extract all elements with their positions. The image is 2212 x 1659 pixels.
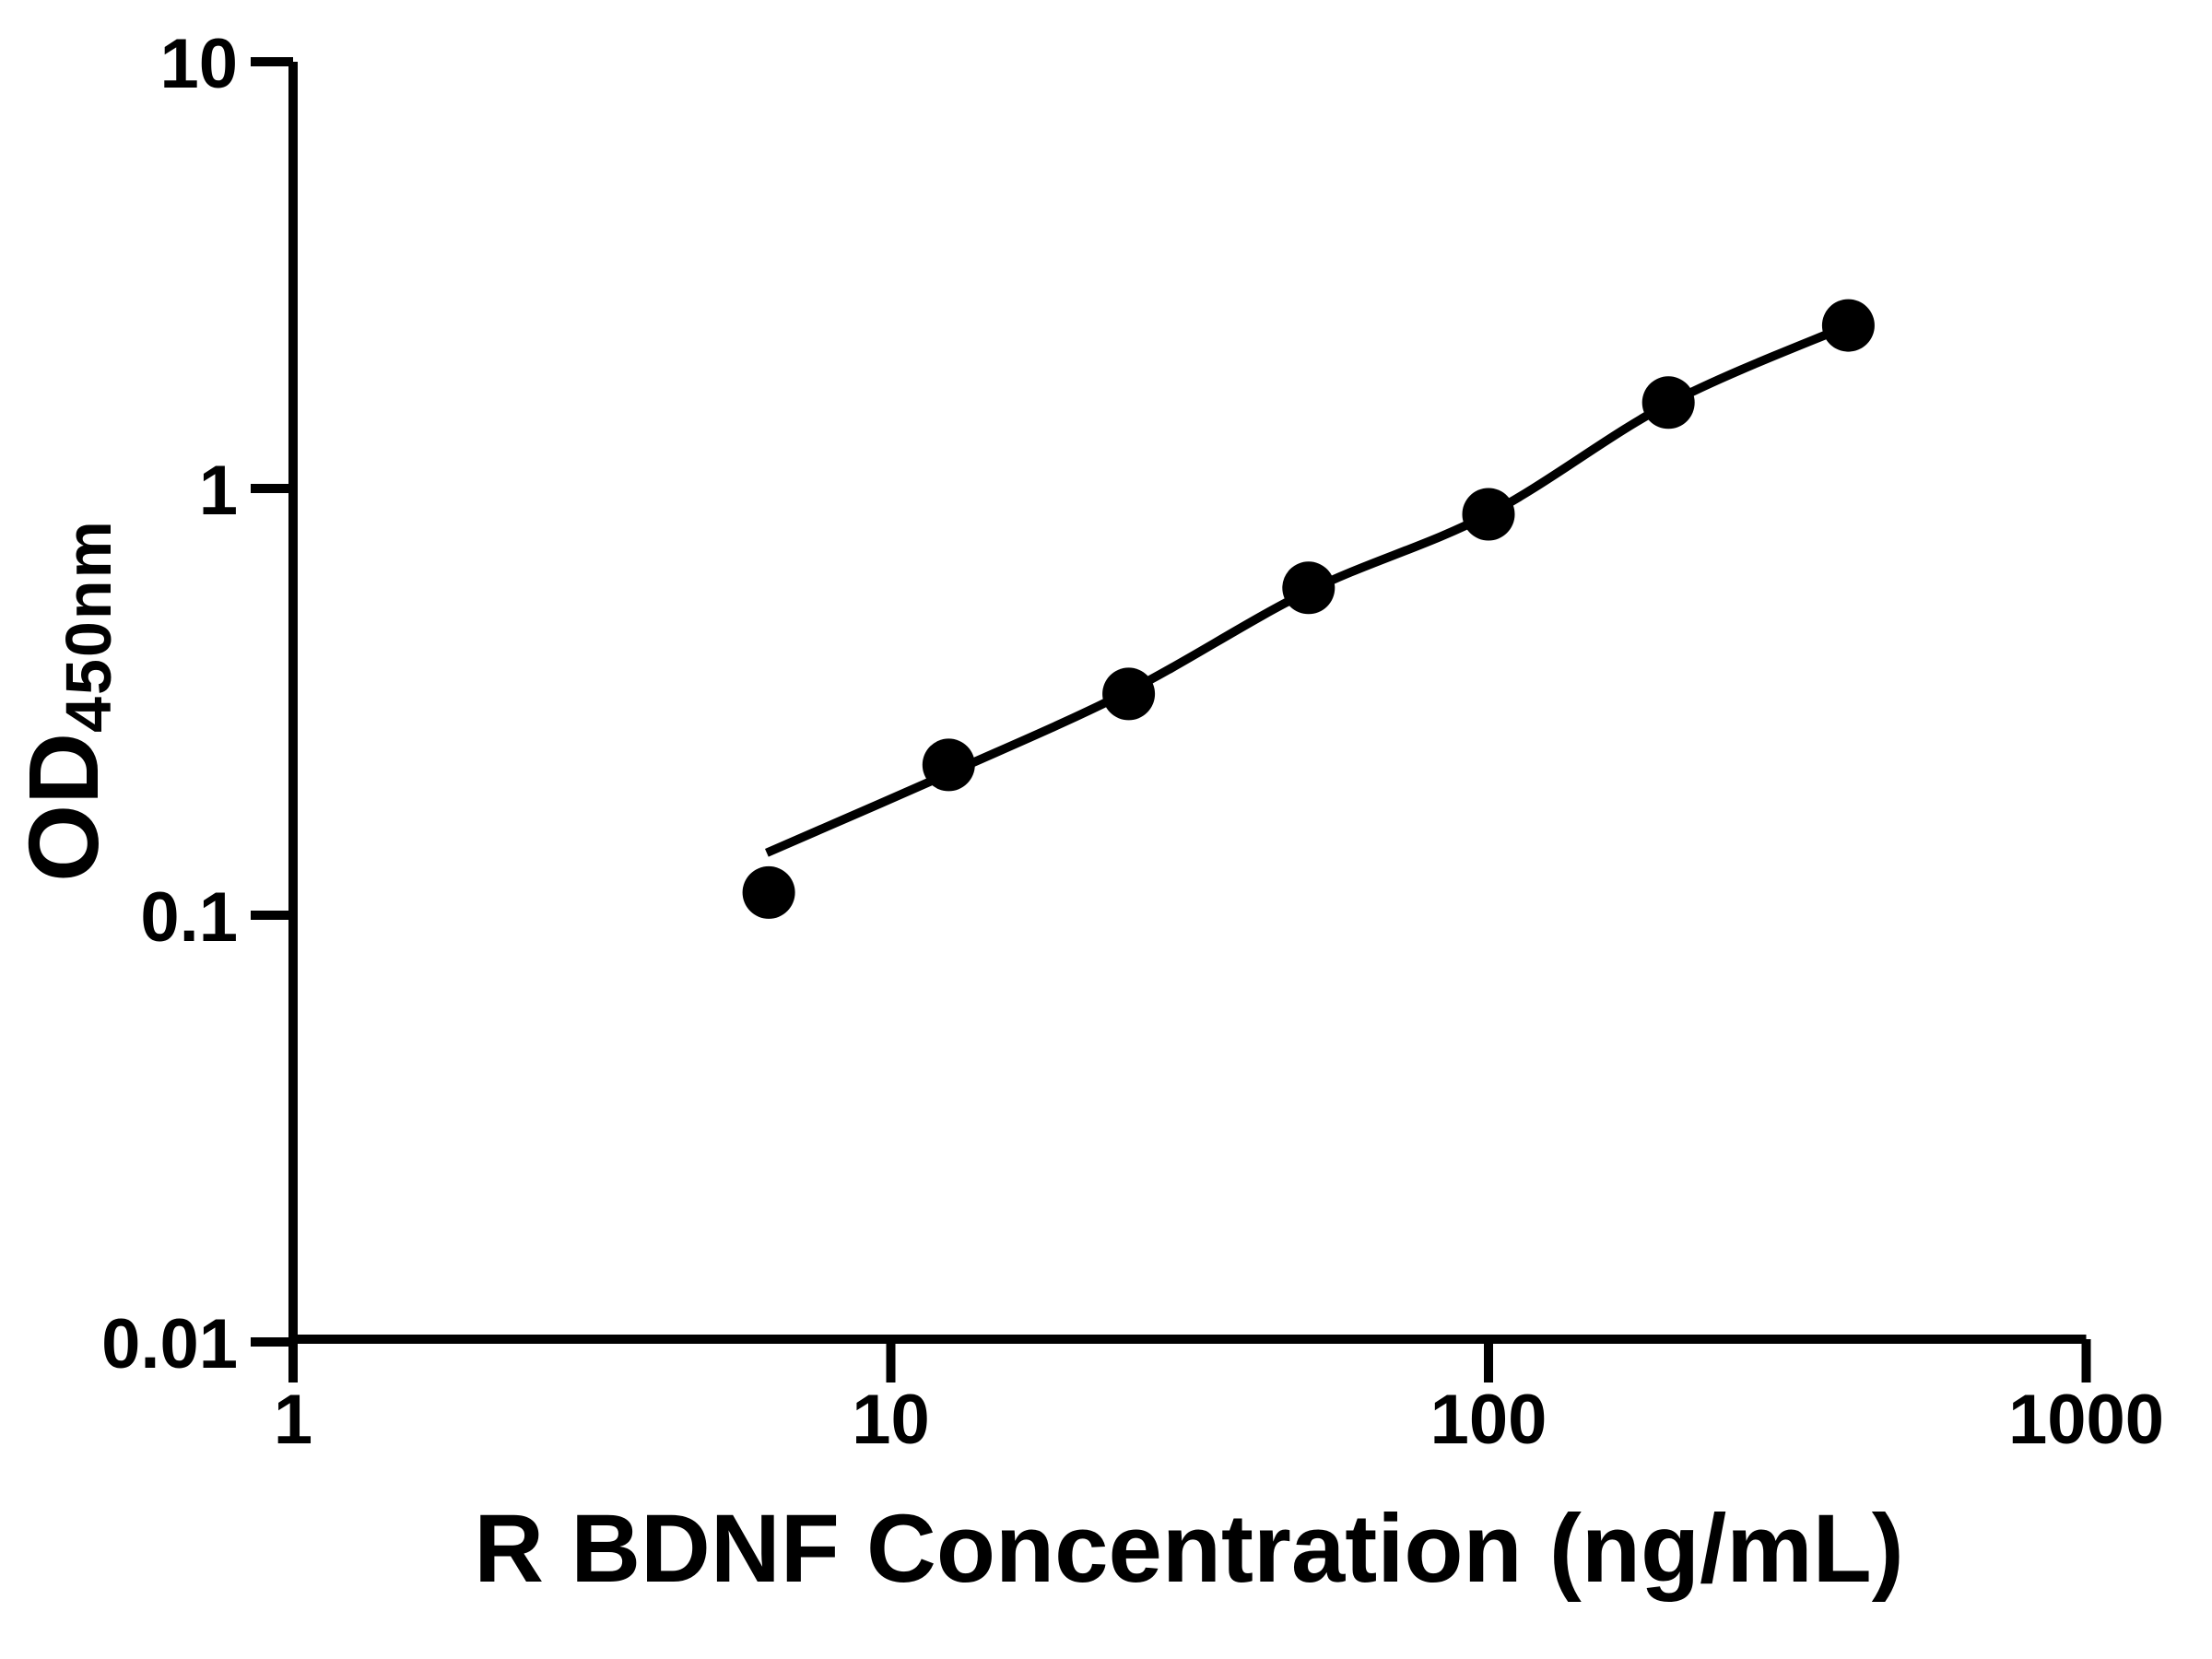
data-point [1102, 667, 1156, 721]
y-axis-tick-label: 0.01 [101, 1305, 238, 1383]
x-axis-tick-label: 1000 [2008, 1381, 2164, 1459]
data-point [1821, 299, 1875, 352]
data-point [1282, 561, 1335, 615]
data-point [1462, 488, 1515, 541]
y-axis-tick-label: 10 [159, 25, 238, 103]
y-axis-title-main: OD [7, 732, 119, 882]
y-axis-tick-label: 0.1 [140, 878, 238, 957]
axis-spine [288, 62, 2087, 1344]
y-axis-title: OD 450nm [7, 492, 143, 909]
x-axis-title: R BDNF Concentration (ng/mL) [474, 1495, 1904, 1603]
y-axis-title-subscript: 450nm [53, 519, 124, 733]
y-axis-tick-label: 1 [199, 452, 238, 530]
data-point [1641, 376, 1695, 429]
x-axis-tick-label: 10 [852, 1381, 930, 1459]
x-axis-tick-label: 1 [274, 1381, 312, 1459]
data-point [922, 738, 975, 792]
data-point [742, 865, 795, 919]
x-axis-tick-label: 100 [1430, 1381, 1547, 1459]
